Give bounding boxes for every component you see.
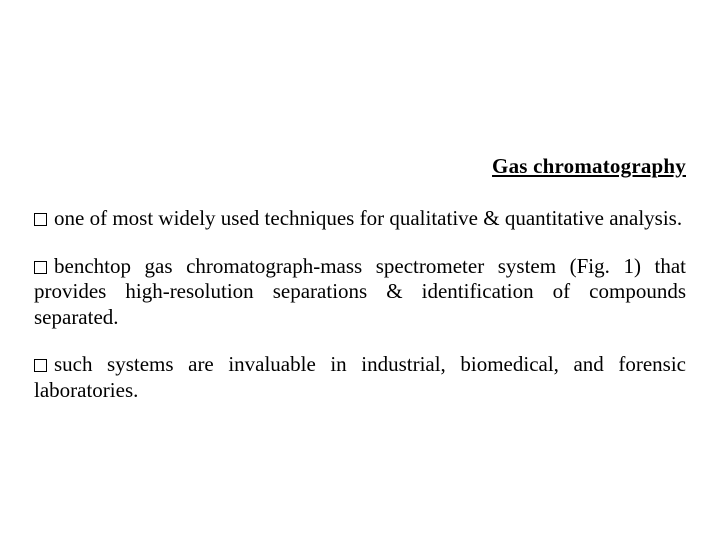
bullet-item: one of most widely used techniques for q… (34, 206, 686, 232)
slide-body: one of most widely used techniques for q… (34, 206, 686, 426)
slide: Gas chromatography one of most widely us… (0, 0, 720, 540)
square-bullet-icon (34, 359, 47, 372)
square-bullet-icon (34, 213, 47, 226)
bullet-item: such systems are invaluable in industria… (34, 352, 686, 403)
bullet-text: such systems are invaluable in industria… (34, 352, 686, 402)
slide-title: Gas chromatography (492, 154, 686, 179)
square-bullet-icon (34, 261, 47, 274)
bullet-item: benchtop gas chromatograph-mass spectrom… (34, 254, 686, 331)
bullet-text: benchtop gas chromatograph-mass spectrom… (34, 254, 686, 329)
bullet-text: one of most widely used techniques for q… (54, 206, 682, 230)
